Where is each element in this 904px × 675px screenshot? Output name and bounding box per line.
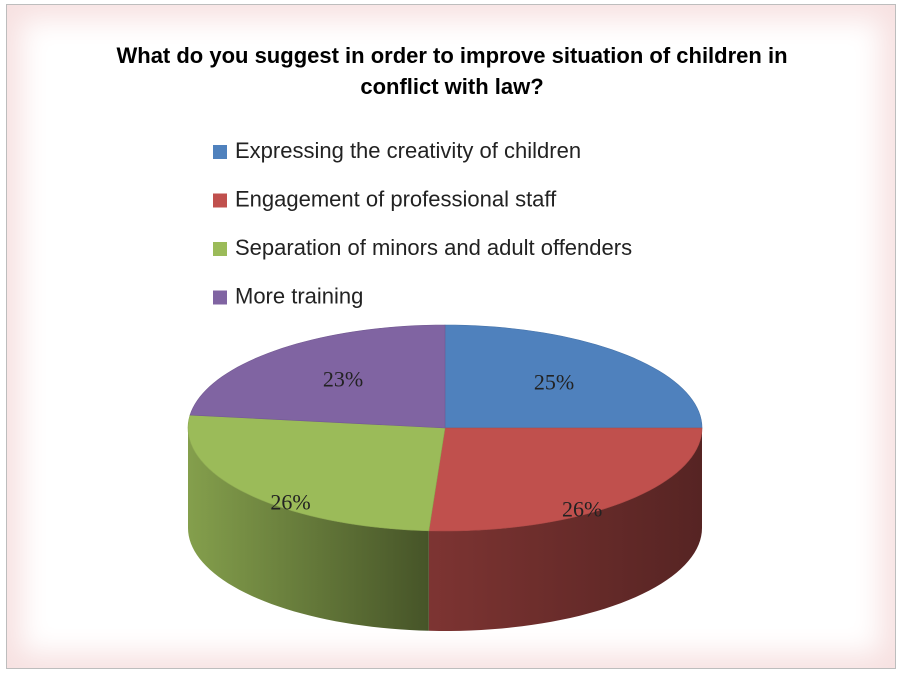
slice: [428, 427, 703, 532]
legend-label: Separation of minors and adult offenders: [235, 235, 632, 260]
chart-title: What do you suggest in order to improve …: [116, 43, 788, 99]
legend-swatch: [213, 290, 227, 305]
legend-label: More training: [235, 283, 363, 308]
data-label: 26%: [562, 497, 602, 522]
legend-label: Engagement of professional staff: [235, 186, 557, 211]
legend-label: Expressing the creativity of children: [235, 138, 581, 163]
legend-swatch: [213, 242, 227, 256]
data-label: 23%: [323, 367, 363, 392]
data-label: 25%: [534, 369, 574, 394]
slice: [189, 324, 446, 429]
slice-side: [188, 428, 429, 631]
data-label: 26%: [270, 489, 310, 514]
slice-side: [428, 428, 702, 631]
legend-swatch: [213, 193, 227, 208]
slice: [444, 324, 703, 429]
slice: [187, 414, 446, 532]
legend-swatch: [213, 145, 227, 159]
